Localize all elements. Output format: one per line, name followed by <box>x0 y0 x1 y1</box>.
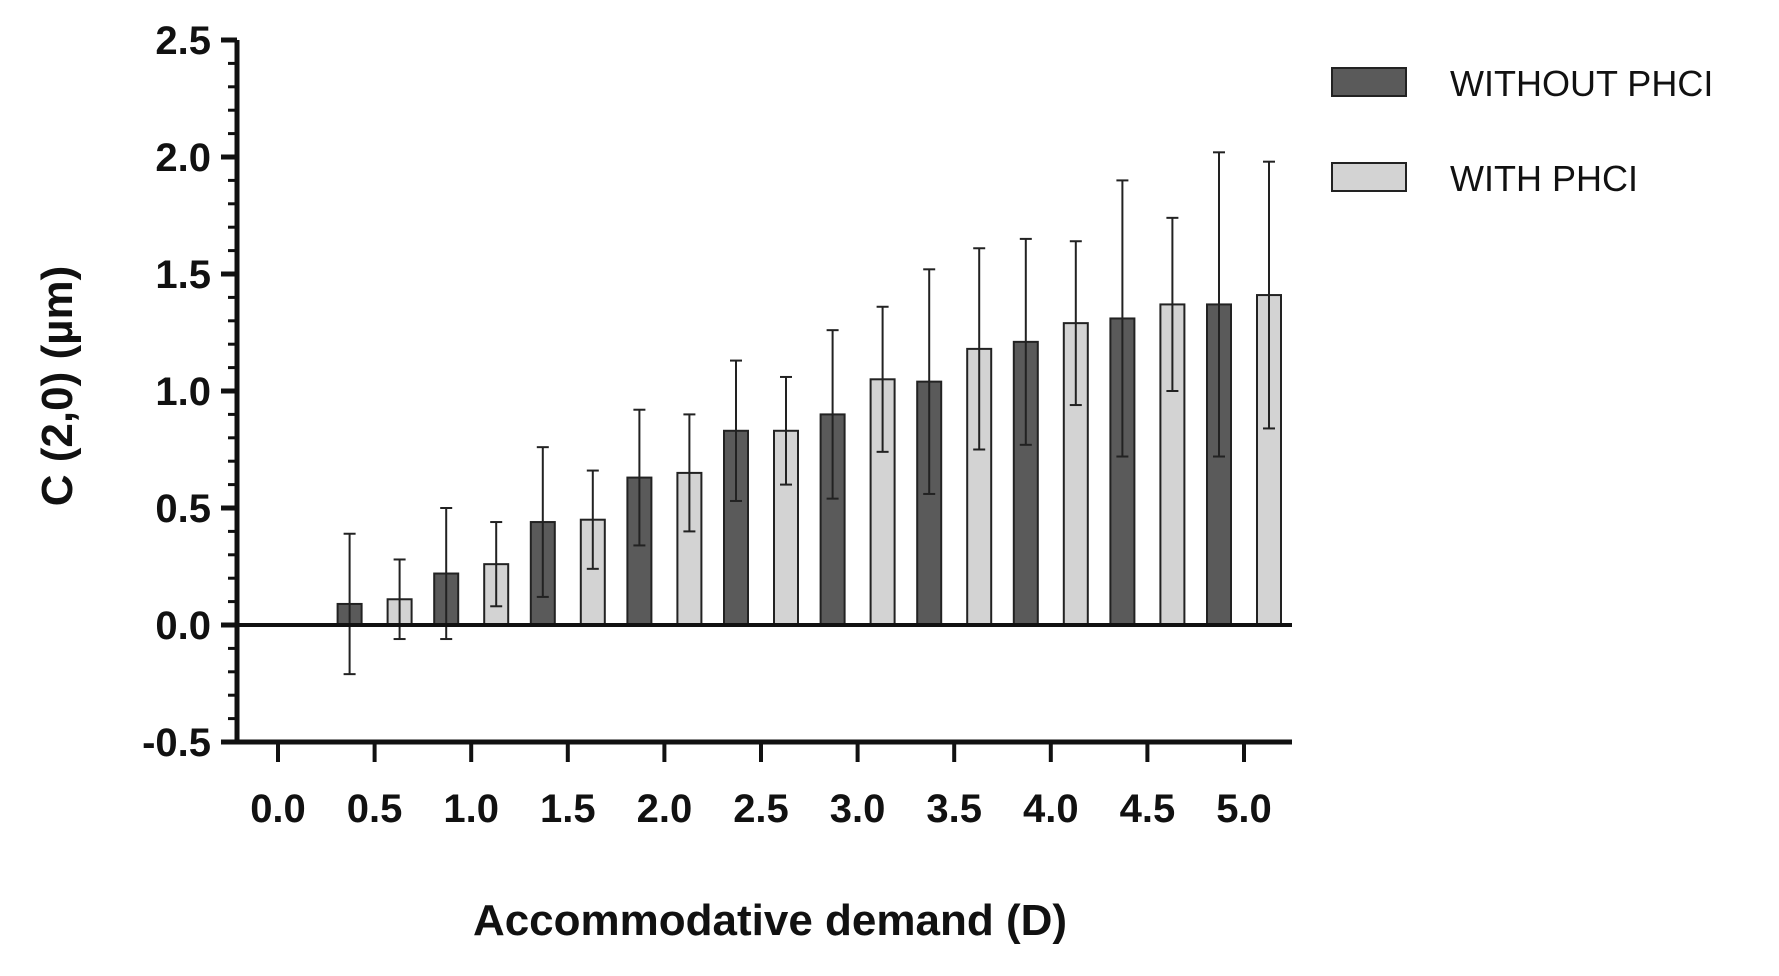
y-tick-label: 2.5 <box>155 19 211 63</box>
x-tick-label: 5.0 <box>1216 787 1272 831</box>
legend: WITHOUT PHCI WITH PHCI <box>1331 63 1713 199</box>
x-tick-label: 3.5 <box>926 787 982 831</box>
y-tick-label: 0.0 <box>155 604 211 648</box>
x-tick-label: 0.5 <box>347 787 403 831</box>
y-tick-label: 1.5 <box>155 253 211 297</box>
bar-with-phci <box>966 347 993 626</box>
x-tick-label: 1.5 <box>540 787 596 831</box>
bar-without-phci <box>626 476 653 626</box>
x-axis: 0.0 0.5 1.0 1.5 2.0 2.5 3.0 3.5 4.0 4.5 5.0 <box>237 623 1292 831</box>
x-tick-label: 3.0 <box>830 787 886 831</box>
x-tick-label: 1.0 <box>443 787 499 831</box>
legend-label-without-phci: WITHOUT PHCI <box>1450 63 1713 104</box>
y-axis: -0.5 0.0 0.5 1.0 1.5 2.0 2.5 <box>142 19 240 765</box>
legend-swatch-without-phci <box>1331 67 1407 97</box>
x-tick-label: 2.5 <box>733 787 789 831</box>
y-axis-title: C (2,0) (µm) <box>33 266 82 506</box>
x-axis-title: Accommodative demand (D) <box>473 896 1067 945</box>
y-tick-label: 0.5 <box>155 487 211 531</box>
y-tick-label: 1.0 <box>155 370 211 414</box>
x-tick-label: 0.0 <box>250 787 306 831</box>
x-tick-label: 4.5 <box>1120 787 1176 831</box>
y-tick-label: -0.5 <box>142 721 211 765</box>
legend-swatch-with-phci <box>1331 162 1407 192</box>
bars <box>336 151 1282 676</box>
x-tick-label: 2.0 <box>637 787 693 831</box>
legend-label-with-phci: WITH PHCI <box>1450 158 1638 199</box>
x-tick-label: 4.0 <box>1023 787 1079 831</box>
y-tick-label: 2.0 <box>155 136 211 180</box>
